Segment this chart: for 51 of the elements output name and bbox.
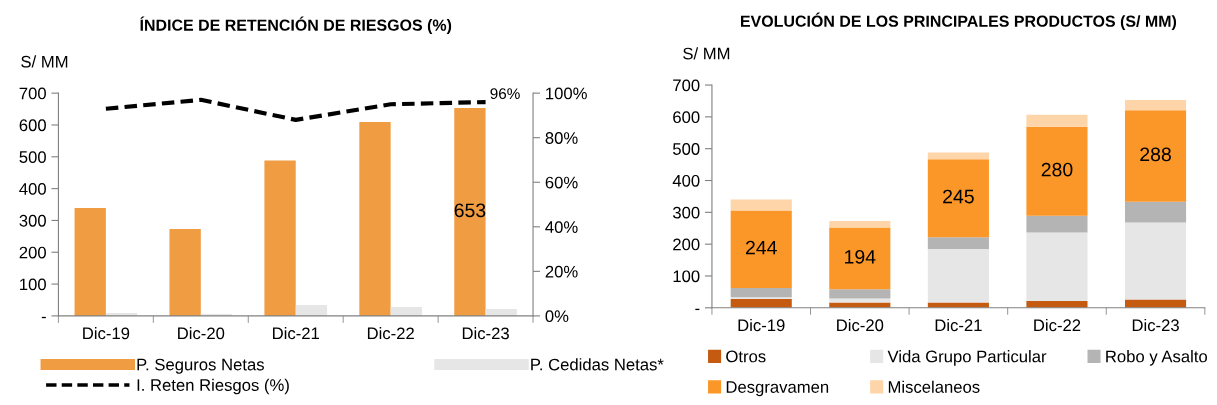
y2-tick-label: 60% xyxy=(545,176,578,189)
data-label: 96% xyxy=(490,88,520,100)
y2-tick-label: 100% xyxy=(546,87,587,100)
y-tick-label: 200 xyxy=(673,238,700,251)
y2-tick-label: 20% xyxy=(545,265,578,278)
x-tick-label: Dic-21 xyxy=(935,318,982,332)
legend-label: Miscelaneos xyxy=(888,380,980,393)
legend-label: Robo y Asalto xyxy=(1106,350,1208,366)
legend-label: Otros xyxy=(726,350,766,363)
y-tick-label: 600 xyxy=(673,111,700,124)
data-label: 280 xyxy=(1041,162,1073,177)
y-tick-label: 400 xyxy=(672,174,700,187)
x-tick-label: Dic-22 xyxy=(1034,318,1081,332)
x-tick-label: Dic-23 xyxy=(1132,318,1179,332)
y-axis-title: S/ MM xyxy=(21,55,68,68)
y-tick-label: 400 xyxy=(19,183,46,195)
y-tick-label: 100 xyxy=(673,270,700,283)
legend-label: I. Reten Riesgos (%) xyxy=(137,378,289,395)
y-tick-label: 700 xyxy=(673,79,700,92)
legend-label: Vida Grupo Particular xyxy=(887,350,1047,366)
data-label: 653 xyxy=(454,203,486,218)
x-tick-label: Dic-19 xyxy=(83,327,130,340)
x-tick-label: Dic-21 xyxy=(273,327,319,340)
x-tick-label: Dic-23 xyxy=(462,327,509,340)
y-tick-label: 600 xyxy=(19,119,46,132)
y-tick-label: 500 xyxy=(19,151,46,163)
y-tick-label: 500 xyxy=(673,143,700,155)
y-axis-title: S/ MM xyxy=(683,47,730,60)
y-tick-label: - xyxy=(41,316,46,319)
data-label: 288 xyxy=(1140,147,1171,162)
chart-title: ÍNDICE DE RETENCIÓN DE RIESGOS (%) xyxy=(140,16,452,34)
data-label: 244 xyxy=(745,240,777,255)
legend-label: Desgravamen xyxy=(726,381,829,397)
legend-label: P. Cedidas Netas* xyxy=(531,358,664,371)
data-label: 245 xyxy=(943,189,974,204)
x-tick-label: Dic-20 xyxy=(178,327,225,340)
y-tick-label: - xyxy=(695,308,700,311)
y2-tick-label: 0% xyxy=(545,310,569,323)
chart-title: EVOLUCIÓN DE LOS PRINCIPALES PRODUCTOS (S/ MM) xyxy=(741,12,1177,31)
x-tick-label: Dic-22 xyxy=(367,327,414,340)
y-tick-label: 300 xyxy=(19,214,46,227)
y-tick-label: 200 xyxy=(19,246,46,259)
y-tick-label: 700 xyxy=(19,87,46,100)
y2-tick-label: 40% xyxy=(545,221,578,233)
y2-tick-label: 80% xyxy=(545,132,578,144)
y-tick-label: 300 xyxy=(672,206,700,219)
x-tick-label: Dic-20 xyxy=(837,318,884,332)
legend-label: P. Seguros Netas xyxy=(137,358,264,374)
y-tick-label: 100 xyxy=(20,278,46,291)
x-tick-label: Dic-19 xyxy=(738,318,785,332)
data-label: 194 xyxy=(845,249,876,264)
